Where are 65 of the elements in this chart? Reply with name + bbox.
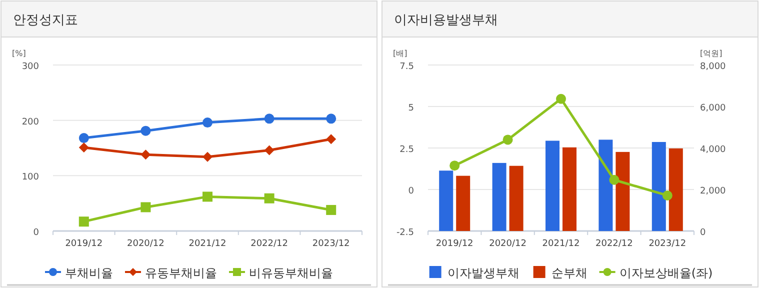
point: [609, 174, 620, 185]
point: [202, 152, 212, 162]
legend-label: 이자발생부채: [447, 266, 520, 280]
y2-tick-label: 0: [700, 228, 706, 238]
y-axis-title: [%]: [12, 49, 26, 58]
bar: [668, 148, 683, 231]
point: [140, 126, 151, 136]
x-tick-label: 2023/12: [312, 239, 350, 249]
point: [326, 114, 336, 124]
y2-tick-label: 8,000: [700, 62, 726, 72]
point: [78, 216, 89, 227]
x-tick-label: 2019/12: [436, 239, 474, 249]
bar: [598, 140, 613, 231]
legend-label: 유동부채비율: [145, 266, 217, 280]
point: [662, 190, 672, 200]
y-tick-label: 300: [22, 62, 40, 72]
y2-tick-label: 6,000: [700, 104, 726, 114]
point: [78, 142, 89, 152]
x-tick-label: 2019/12: [65, 239, 103, 249]
chart-title: 안정성지표: [13, 13, 78, 28]
x-tick-label: 2020/12: [489, 239, 526, 249]
y-tick-label: 5: [408, 104, 414, 114]
y-tick-label: 0: [33, 228, 40, 238]
point: [264, 145, 274, 156]
point: [78, 133, 89, 144]
x-tick-label: 2021/12: [188, 239, 226, 249]
bar: [439, 170, 454, 231]
x-tick-label: 2020/12: [127, 239, 164, 249]
point: [202, 118, 212, 128]
x-tick-label: 2022/12: [250, 239, 288, 249]
legend-label: 비유동부채비율: [249, 266, 333, 280]
point: [502, 134, 513, 145]
y-axis-title: [배]: [393, 49, 408, 58]
legend-label: 순부채: [551, 266, 588, 280]
y-tick-label: 100: [22, 172, 40, 183]
legend-label: 부채비율: [65, 266, 113, 280]
bar: [546, 140, 560, 231]
bar: [616, 152, 630, 231]
y2-tick-label: 2,000: [700, 186, 726, 196]
y2-tick-label: 4,000: [700, 145, 726, 155]
y-tick-label: 7.5: [400, 62, 414, 72]
y2-axis-title: [억원]: [700, 49, 722, 58]
point: [556, 94, 566, 104]
point: [140, 150, 151, 160]
y-tick-label: -2.5: [396, 228, 414, 238]
bar: [492, 162, 506, 231]
x-tick-label: 2021/12: [542, 239, 580, 249]
x-tick-label: 2022/12: [596, 239, 633, 249]
bar: [456, 176, 470, 231]
bar: [562, 147, 576, 231]
point: [202, 192, 212, 202]
point: [326, 134, 336, 144]
x-tick-label: 2023/12: [648, 239, 686, 249]
point: [450, 160, 460, 171]
point: [264, 193, 274, 204]
y-tick-label: 200: [22, 117, 40, 128]
bar: [509, 166, 524, 231]
y-tick-label: 0: [408, 186, 414, 196]
point: [264, 114, 274, 124]
bar: [652, 142, 666, 231]
y-tick-label: 2.5: [400, 145, 414, 155]
legend-label: 이자보상배율(좌): [619, 266, 713, 280]
point: [326, 204, 336, 215]
chart-title: 이자비용발생부채: [394, 13, 498, 28]
point: [140, 202, 151, 212]
